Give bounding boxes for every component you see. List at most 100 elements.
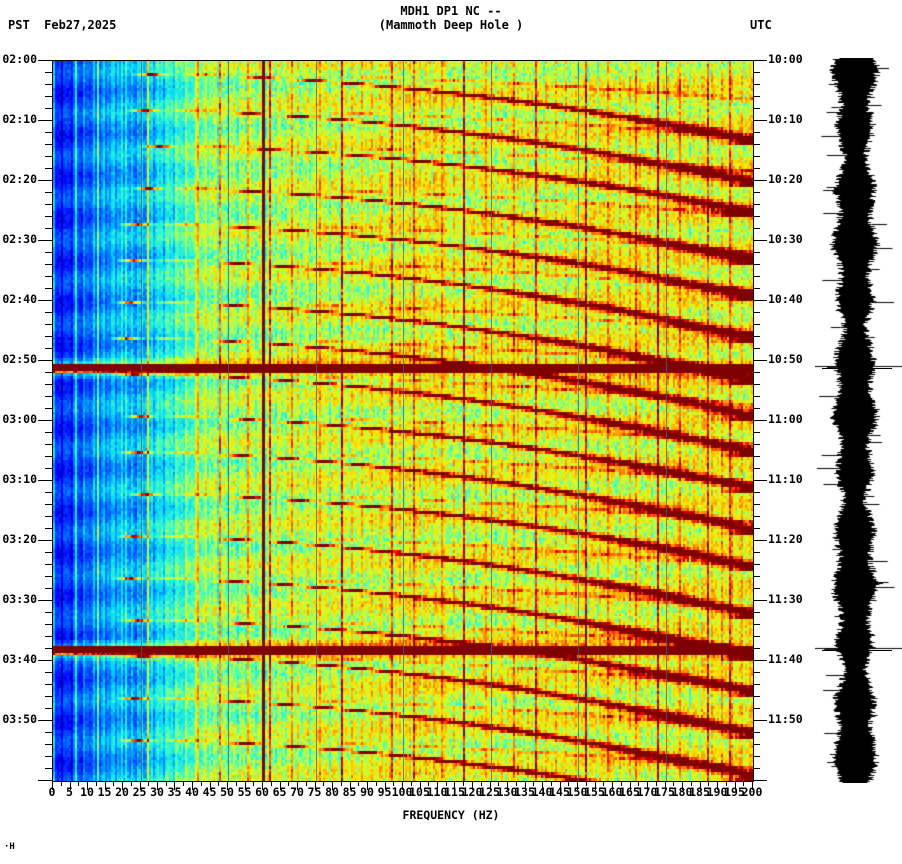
- time-tick-utc-38min: [753, 288, 760, 289]
- trace-event-marker-0: [822, 368, 892, 369]
- time-tick-pst-12min: [45, 132, 52, 133]
- freq-label-200: 200: [741, 785, 763, 799]
- freq-tick-160hz: [612, 781, 613, 790]
- time-tick-pst-118min: [45, 768, 52, 769]
- time-tick-pst-38min: [45, 288, 52, 289]
- time-label-utc-1100: 11:00: [768, 412, 803, 426]
- freq-label-35: 35: [167, 785, 182, 799]
- freq-tick-132.5hz: [516, 781, 517, 786]
- freq-tick-137.5hz: [533, 781, 534, 786]
- time-tick-pst-100min: [38, 660, 52, 661]
- freq-tick-30hz: [157, 781, 158, 790]
- freq-tick-185hz: [700, 781, 701, 790]
- time-label-pst-0340: 03:40: [2, 652, 37, 666]
- time-tick-pst-52min: [45, 372, 52, 373]
- freq-tick-122.5hz: [481, 781, 482, 786]
- time-tick-pst-108min: [45, 708, 52, 709]
- time-tick-utc-106min: [753, 696, 760, 697]
- time-tick-utc-96min: [753, 636, 760, 637]
- time-tick-utc-80min: [753, 540, 767, 541]
- freq-tick-120hz: [472, 781, 473, 790]
- freq-label-50: 50: [220, 785, 234, 799]
- time-tick-utc-94min: [753, 624, 760, 625]
- time-tick-pst-104min: [45, 684, 52, 685]
- freq-tick-2.5hz: [61, 781, 62, 786]
- spectrogram-plot[interactable]: [52, 60, 754, 782]
- freq-tick-5hz: [70, 781, 71, 790]
- freq-label-70: 70: [290, 785, 304, 799]
- freq-label-175: 175: [654, 785, 675, 799]
- freq-tick-102.5hz: [411, 781, 412, 786]
- time-tick-pst-8min: [45, 108, 52, 109]
- time-tick-pst-110min: [38, 720, 52, 721]
- frequency-axis-labels: 0 5 10 15 20 25 30 35 40 45 50 55 60 65 70 75 80 85 90 95 10…: [0, 786, 902, 806]
- freq-tick-125hz: [490, 781, 491, 790]
- time-tick-utc-30min: [753, 240, 767, 241]
- left-timezone-date-label: PST Feb27,2025: [8, 18, 117, 32]
- time-tick-utc-84min: [753, 564, 760, 565]
- freq-tick-50hz: [227, 781, 228, 790]
- time-label-utc-1140: 11:40: [768, 652, 803, 666]
- time-tick-pst-50min: [38, 360, 52, 361]
- time-tick-pst-24min: [45, 204, 52, 205]
- freq-tick-72.5hz: [306, 781, 307, 786]
- freq-tick-142.5hz: [551, 781, 552, 786]
- time-tick-pst-48min: [45, 348, 52, 349]
- freq-tick-15hz: [105, 781, 106, 790]
- time-tick-pst-58min: [45, 408, 52, 409]
- time-tick-pst-22min: [45, 192, 52, 193]
- time-label-utc-1130: 11:30: [768, 592, 803, 606]
- freq-label-40: 40: [185, 785, 199, 799]
- station-title: MDH1 DP1 NC --: [400, 4, 502, 18]
- time-label-pst-0350: 03:50: [2, 712, 37, 726]
- time-tick-pst-78min: [45, 528, 52, 529]
- freq-tick-47.5hz: [218, 781, 219, 786]
- time-tick-pst-42min: [45, 312, 52, 313]
- time-tick-utc-46min: [753, 336, 760, 337]
- freq-tick-77.5hz: [323, 781, 324, 786]
- freq-tick-177.5hz: [673, 781, 674, 786]
- time-tick-utc-74min: [753, 504, 760, 505]
- time-tick-utc-68min: [753, 468, 760, 469]
- time-label-pst-0200: 02:00: [2, 52, 37, 66]
- freq-tick-80hz: [332, 781, 333, 790]
- time-tick-utc-118min: [753, 768, 760, 769]
- time-tick-utc-18min: [753, 168, 760, 169]
- station-subtitle: (Mammoth Deep Hole ): [378, 18, 524, 32]
- freq-label-100: 100: [391, 785, 413, 799]
- time-tick-utc-36min: [753, 276, 760, 277]
- time-tick-pst-34min: [45, 264, 52, 265]
- time-tick-utc-40min: [753, 300, 767, 301]
- freq-label-10: 10: [80, 785, 94, 799]
- time-tick-pst-102min: [45, 672, 52, 673]
- freq-tick-70hz: [297, 781, 298, 790]
- freq-tick-32.5hz: [166, 781, 167, 786]
- time-tick-pst-112min: [45, 732, 52, 733]
- right-timezone-label: UTC: [750, 18, 772, 32]
- time-tick-pst-114min: [45, 744, 52, 745]
- freq-label-190: 190: [706, 785, 728, 799]
- freq-tick-192.5hz: [726, 781, 727, 786]
- time-labels-pst: 02:00 02:10 02:20 02:30 02:40 02:50 03:00 03:10…: [0, 0, 37, 864]
- time-tick-pst-64min: [45, 444, 52, 445]
- time-tick-pst-2min: [45, 72, 52, 73]
- time-tick-utc-62min: [753, 432, 760, 433]
- time-tick-utc-50min: [753, 360, 767, 361]
- seismogram-trace-canvas: [815, 58, 902, 783]
- freq-label-75: 75: [307, 785, 322, 799]
- time-tick-utc-44min: [753, 324, 760, 325]
- freq-label-65: 65: [272, 785, 287, 799]
- time-label-pst-0250: 02:50: [2, 352, 37, 366]
- time-tick-utc-98min: [753, 648, 760, 649]
- frequency-axis-ticks: [52, 781, 754, 791]
- freq-tick-165hz: [630, 781, 631, 790]
- freq-tick-117.5hz: [463, 781, 464, 786]
- freq-tick-45hz: [210, 781, 211, 790]
- time-tick-pst-40min: [38, 300, 52, 301]
- freq-tick-157.5hz: [603, 781, 604, 786]
- time-tick-utc-76min: [753, 516, 760, 517]
- freq-tick-20hz: [122, 781, 123, 790]
- freq-tick-35hz: [174, 781, 175, 790]
- freq-tick-65hz: [280, 781, 281, 790]
- time-tick-utc-120min: [753, 780, 767, 781]
